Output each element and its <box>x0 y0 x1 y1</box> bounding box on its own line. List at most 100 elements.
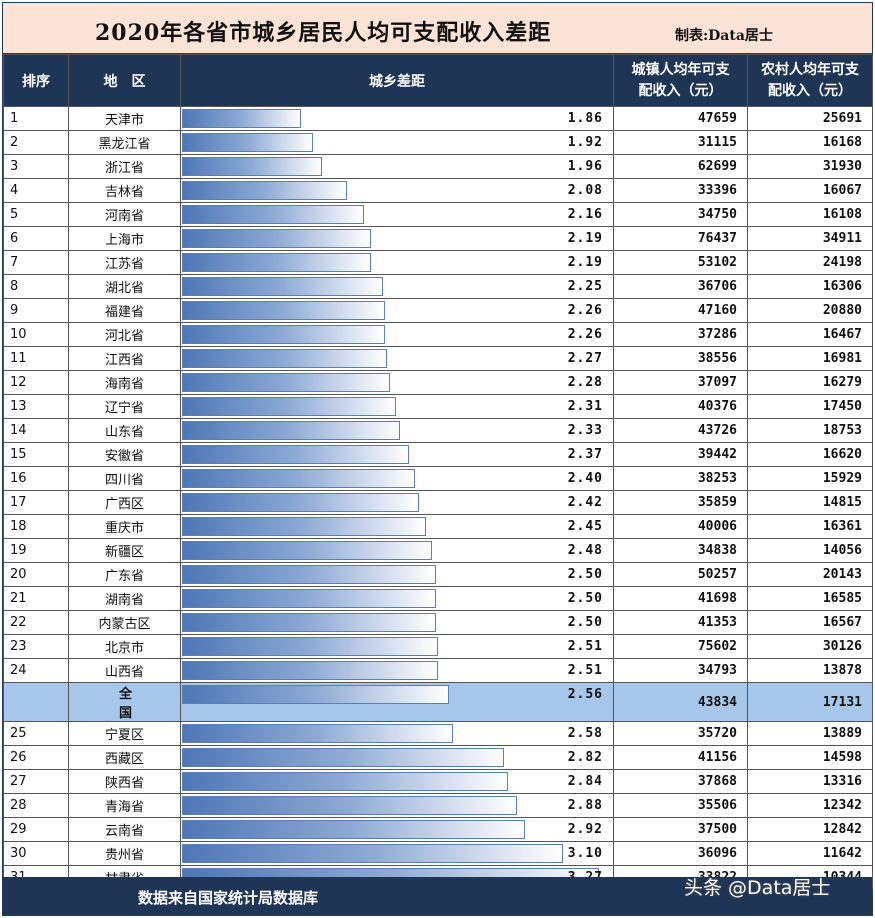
ratio-bar <box>182 445 409 464</box>
ratio-cell: 2.08 <box>180 178 614 203</box>
ratio-cell: 2.37 <box>180 442 614 467</box>
ratio-bar <box>182 748 504 767</box>
region-cell: 重庆市 <box>68 514 181 539</box>
region-cell: 黑龙江省 <box>68 130 181 155</box>
ratio-value: 2.48 <box>567 543 603 558</box>
urban-income-cell: 31115 <box>613 130 748 155</box>
ratio-bar <box>182 349 387 368</box>
urban-income-cell: 76437 <box>613 226 748 251</box>
ratio-value: 2.84 <box>567 774 603 789</box>
region-cell: 天津市 <box>68 106 181 131</box>
urban-income-cell: 47659 <box>613 106 748 131</box>
rank-cell: 15 <box>3 442 69 467</box>
rural-income-cell: 16067 <box>747 178 873 203</box>
table-row: 1 天津市 1.86 47659 25691 <box>3 106 873 131</box>
urban-income-cell: 35506 <box>613 793 748 818</box>
table-row: 12 海南省 2.28 37097 16279 <box>3 370 873 395</box>
rural-income-cell: 16361 <box>747 514 873 539</box>
ratio-cell: 2.33 <box>180 418 614 443</box>
ratio-bar <box>182 133 313 152</box>
region-cell: 福建省 <box>68 298 181 323</box>
ratio-cell: 1.86 <box>180 106 614 131</box>
ratio-bar <box>182 613 436 632</box>
rank-cell: 22 <box>3 610 69 635</box>
ratio-value: 2.27 <box>567 351 603 366</box>
rural-income-cell: 16168 <box>747 130 873 155</box>
rank-cell: 1 <box>3 106 69 131</box>
ratio-cell: 2.51 <box>180 658 614 683</box>
header-ratio: 城乡差距 <box>180 54 614 107</box>
ratio-value: 2.16 <box>567 207 603 222</box>
urban-income-cell: 75602 <box>613 634 748 659</box>
ratio-bar <box>182 589 436 608</box>
ratio-bar <box>182 724 453 743</box>
table-row: 5 河南省 2.16 34750 16108 <box>3 202 873 227</box>
table-row: 3 浙江省 1.96 62699 31930 <box>3 154 873 179</box>
ratio-bar <box>182 421 400 440</box>
ratio-value: 2.50 <box>567 591 603 606</box>
rural-income-cell: 16467 <box>747 322 873 347</box>
urban-income-cell: 37286 <box>613 322 748 347</box>
rural-income-cell: 20880 <box>747 298 873 323</box>
rank-cell: 2 <box>3 130 69 155</box>
rural-income-cell: 16567 <box>747 610 873 635</box>
region-cell: 吉林省 <box>68 178 181 203</box>
ratio-cell: 1.96 <box>180 154 614 179</box>
rank-cell: 18 <box>3 514 69 539</box>
national-row: 全国 2.56 43834 17131 <box>3 682 873 722</box>
region-cell: 全国 <box>68 682 181 722</box>
rural-income-cell: 34911 <box>747 226 873 251</box>
ratio-bar <box>182 541 432 560</box>
urban-income-cell: 38253 <box>613 466 748 491</box>
rank-cell: 24 <box>3 658 69 683</box>
ratio-value: 2.56 <box>567 687 603 702</box>
ratio-value: 2.19 <box>567 255 603 270</box>
ratio-bar <box>182 109 301 128</box>
rural-income-cell: 14815 <box>747 490 873 515</box>
ratio-cell: 2.88 <box>180 793 614 818</box>
urban-income-cell: 35859 <box>613 490 748 515</box>
region-cell: 广西区 <box>68 490 181 515</box>
header-urban-line1: 城镇人均年可支 <box>631 61 730 78</box>
ratio-cell: 2.58 <box>180 721 614 746</box>
rank-cell: 4 <box>3 178 69 203</box>
table-row: 11 江西省 2.27 38556 16981 <box>3 346 873 371</box>
ratio-bar <box>182 373 390 392</box>
ratio-value: 2.25 <box>567 279 603 294</box>
ratio-cell: 2.56 <box>180 682 614 722</box>
ratio-value: 2.51 <box>567 639 603 654</box>
rank-cell: 8 <box>3 274 69 299</box>
table-row: 19 新疆区 2.48 34838 14056 <box>3 538 873 563</box>
urban-income-cell: 47160 <box>613 298 748 323</box>
rank-cell: 5 <box>3 202 69 227</box>
header-rural-income: 农村人均年可支 配收入（元） <box>747 54 873 107</box>
ratio-value: 1.92 <box>567 135 603 150</box>
header-rank: 排序 <box>3 54 69 107</box>
region-cell: 云南省 <box>68 817 181 842</box>
ratio-cell: 2.26 <box>180 298 614 323</box>
maker-label: 制表:Data居士 <box>675 28 773 44</box>
table-row: 23 北京市 2.51 75602 30126 <box>3 634 873 659</box>
ratio-cell: 2.50 <box>180 610 614 635</box>
rural-income-cell: 16279 <box>747 370 873 395</box>
ratio-cell: 2.31 <box>180 394 614 419</box>
region-cell: 北京市 <box>68 634 181 659</box>
ratio-bar <box>182 796 517 815</box>
watermark: 头条 @Data居士 <box>684 877 831 899</box>
table-row: 14 山东省 2.33 43726 18753 <box>3 418 873 443</box>
ratio-value: 2.26 <box>567 327 603 342</box>
table-row: 13 辽宁省 2.31 40376 17450 <box>3 394 873 419</box>
table-row: 9 福建省 2.26 47160 20880 <box>3 298 873 323</box>
rank-cell: 10 <box>3 322 69 347</box>
table-row: 20 广东省 2.50 50257 20143 <box>3 562 873 587</box>
ratio-value: 2.19 <box>567 231 603 246</box>
ratio-cell: 2.19 <box>180 250 614 275</box>
rank-cell: 6 <box>3 226 69 251</box>
urban-income-cell: 37500 <box>613 817 748 842</box>
ratio-cell: 2.28 <box>180 370 614 395</box>
urban-income-cell: 33396 <box>613 178 748 203</box>
region-cell: 江苏省 <box>68 250 181 275</box>
ratio-cell: 2.16 <box>180 202 614 227</box>
table-row: 17 广西区 2.42 35859 14815 <box>3 490 873 515</box>
table-row: 22 内蒙古区 2.50 41353 16567 <box>3 610 873 635</box>
